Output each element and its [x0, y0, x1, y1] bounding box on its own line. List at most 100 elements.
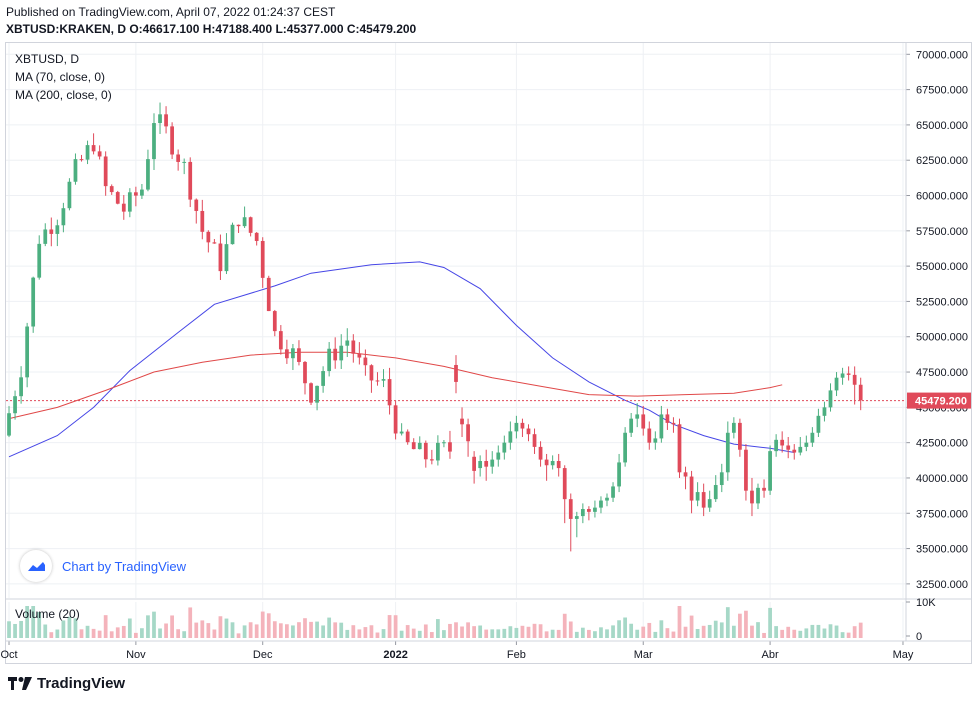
tradingview-logo-icon — [8, 676, 32, 690]
candle-body — [13, 396, 17, 414]
candle-body — [49, 229, 54, 234]
ma70-legend: MA (70, close, 0) — [15, 70, 106, 84]
volume-bar — [611, 625, 615, 638]
candle-body — [568, 499, 573, 519]
volume-bar — [345, 629, 350, 638]
volume-bar — [31, 606, 36, 638]
volume-bar — [768, 607, 772, 638]
volume-bar — [713, 620, 718, 638]
volume-bar — [568, 621, 573, 638]
candle-body — [846, 373, 851, 375]
candle-body — [580, 509, 585, 517]
volume-bar — [212, 629, 217, 638]
volume-bar — [224, 618, 229, 638]
volume-bar — [762, 632, 766, 638]
volume-bar — [158, 628, 162, 638]
tradingview-footer-logo[interactable]: TradingView — [8, 675, 125, 692]
volume-bar — [357, 629, 362, 638]
price-tick-label: 37500.000 — [916, 508, 968, 520]
candle-body — [381, 379, 386, 381]
candle-body — [484, 461, 489, 467]
volume-bar — [121, 625, 126, 638]
candle-body — [574, 516, 579, 519]
price-tick-label: 55000.000 — [916, 261, 968, 273]
symbol-ohlc-line: XBTUSD:KRAKEN, D O:46617.100 H:47188.400… — [6, 22, 416, 36]
candle-body — [188, 161, 193, 200]
volume-bar — [37, 612, 42, 638]
volume-bar — [804, 628, 809, 638]
volume-bar — [514, 627, 519, 638]
volume-bar — [599, 627, 603, 638]
volume-bar — [115, 627, 120, 638]
volume-bar — [55, 629, 60, 638]
candle-body — [103, 156, 108, 187]
volume-bar — [417, 630, 422, 638]
volume-bar — [375, 632, 380, 638]
candle-body — [804, 442, 809, 447]
price-tick-label: 67500.000 — [916, 85, 968, 97]
candle-body — [677, 424, 682, 473]
volume-bar — [750, 625, 754, 638]
candle-body — [611, 486, 615, 498]
candle-body — [369, 365, 374, 381]
cloud-logo-icon — [20, 550, 52, 582]
time-tick-label: Abr — [762, 649, 779, 661]
volume-bar — [846, 632, 851, 638]
volume-bar — [19, 620, 23, 638]
candle-body — [176, 154, 181, 162]
candle-body — [375, 380, 380, 382]
volume-bar — [792, 629, 797, 638]
candle-body — [442, 442, 446, 444]
candle-body — [810, 432, 815, 443]
candle-body — [315, 385, 319, 403]
price-tick-label: 50000.000 — [916, 332, 968, 344]
candle-body — [133, 192, 138, 196]
volume-bar — [248, 622, 253, 638]
volume-bar — [61, 620, 66, 638]
chart-frame[interactable] — [5, 42, 972, 664]
volume-bar — [369, 625, 374, 638]
volume-bar — [719, 622, 724, 638]
candle-body — [750, 490, 754, 504]
volume-bar — [472, 626, 476, 638]
volume-bar — [339, 622, 344, 638]
volume-bar — [91, 628, 96, 638]
volume-bar — [695, 628, 700, 638]
candle-body — [25, 326, 30, 378]
candle-body — [303, 361, 307, 384]
volume-bar — [381, 629, 386, 638]
candle-body — [786, 445, 791, 450]
volume-bar — [810, 624, 815, 638]
volume-bar — [496, 629, 501, 638]
volume-bar — [623, 617, 627, 638]
candle-body — [272, 311, 277, 332]
volume-bar — [67, 616, 72, 638]
candle-body — [617, 462, 621, 487]
volume-bar — [333, 622, 338, 638]
candle-body — [43, 229, 48, 244]
candle-body — [79, 159, 84, 161]
volume-bar — [538, 624, 543, 638]
volume-bar — [774, 626, 779, 638]
volume-bar — [260, 611, 265, 638]
tradingview-watermark[interactable]: Chart by TradingView — [20, 550, 186, 582]
time-tick-label: Nov — [126, 649, 146, 661]
symbol-label: XBTUSD:KRAKEN, D — [6, 22, 126, 36]
volume-bar — [79, 629, 84, 638]
chart-title: XBTUSD, D — [15, 52, 80, 66]
volume-bar — [617, 620, 621, 638]
volume-bar — [152, 611, 156, 638]
candle-body — [357, 353, 362, 358]
candle-body — [224, 244, 229, 272]
ma70-line — [8, 261, 795, 458]
candle-body — [97, 151, 102, 157]
candle-body — [158, 114, 162, 124]
volume-bar — [206, 623, 211, 638]
volume-bar — [701, 625, 706, 638]
volume-bar — [574, 631, 579, 638]
volume-bar — [508, 626, 513, 638]
candle-body — [768, 451, 772, 491]
candle-body — [538, 446, 543, 460]
volume-bar — [798, 630, 803, 638]
